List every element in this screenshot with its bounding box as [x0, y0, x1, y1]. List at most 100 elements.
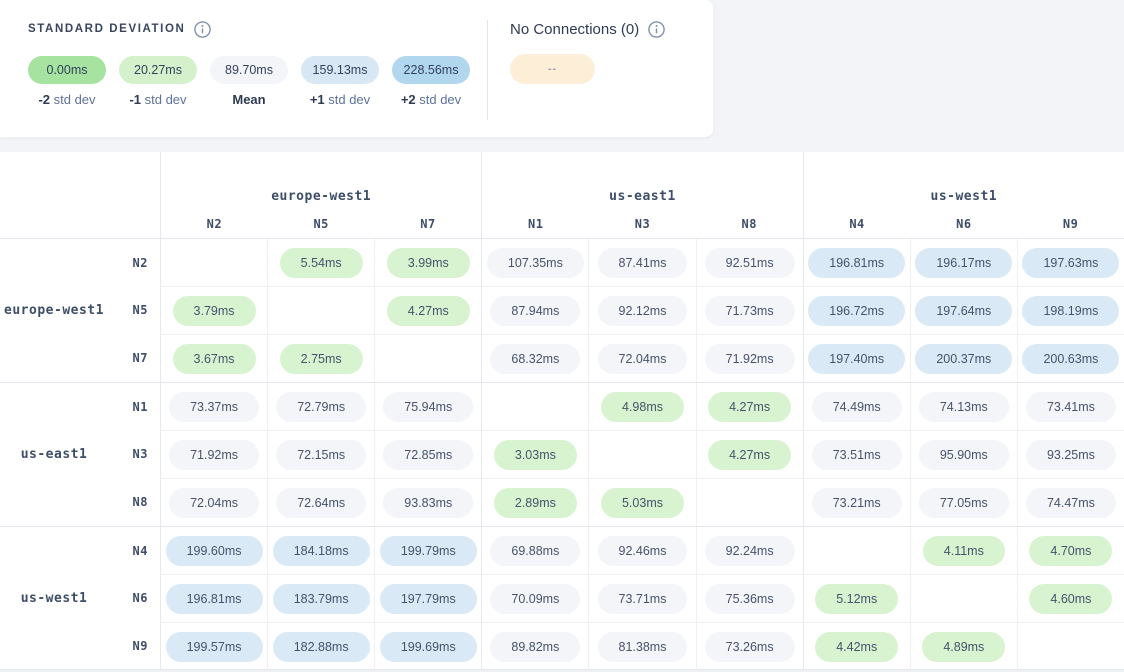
- latency-value-pill[interactable]: 196.17ms: [915, 247, 1013, 278]
- row-group-label: us-west1: [20, 590, 88, 606]
- latency-value-pill[interactable]: 199.60ms: [165, 535, 263, 566]
- latency-value-pill[interactable]: 73.71ms: [597, 583, 688, 614]
- legend-pill: 89.70ms: [210, 56, 288, 84]
- latency-value-pill[interactable]: 77.05ms: [918, 487, 1009, 518]
- latency-cell-N6-N8: 75.36ms: [695, 574, 803, 622]
- latency-value-pill[interactable]: 92.12ms: [597, 295, 688, 326]
- divider: [487, 20, 488, 120]
- latency-cell-N9-N4: 4.42ms: [802, 622, 910, 670]
- latency-value-pill[interactable]: 200.63ms: [1022, 343, 1120, 374]
- latency-value-pill[interactable]: 71.92ms: [169, 439, 260, 470]
- latency-value-pill[interactable]: 4.89ms: [922, 631, 1006, 662]
- latency-value-pill[interactable]: 73.26ms: [704, 631, 795, 662]
- latency-value-pill[interactable]: 87.94ms: [490, 295, 581, 326]
- latency-value-pill[interactable]: 196.72ms: [808, 295, 906, 326]
- info-icon[interactable]: [648, 20, 666, 38]
- row-header-N5: N5: [132, 303, 148, 317]
- latency-value-pill[interactable]: 4.98ms: [600, 391, 684, 422]
- latency-cell-N4-N6: 4.11ms: [909, 527, 1017, 574]
- latency-value-pill[interactable]: 74.13ms: [918, 391, 1009, 422]
- latency-value-pill[interactable]: 4.70ms: [1029, 535, 1113, 566]
- latency-value-pill[interactable]: 89.82ms: [490, 631, 581, 662]
- latency-value-pill[interactable]: 75.36ms: [704, 583, 795, 614]
- latency-value-pill[interactable]: 5.12ms: [815, 583, 899, 614]
- latency-value-pill[interactable]: 87.41ms: [597, 247, 688, 278]
- latency-cell-N2-N6: 196.17ms: [909, 239, 1017, 286]
- latency-value-pill[interactable]: 3.79ms: [172, 295, 256, 326]
- latency-cell-N3-N1: 3.03ms: [481, 430, 589, 478]
- latency-cell-N2-N9: 197.63ms: [1016, 239, 1124, 286]
- latency-value-pill[interactable]: 198.19ms: [1022, 295, 1120, 326]
- latency-value-pill[interactable]: 3.99ms: [386, 247, 470, 278]
- latency-value-pill[interactable]: 4.27ms: [708, 439, 792, 470]
- latency-value-pill[interactable]: 95.90ms: [918, 439, 1009, 470]
- latency-value-pill[interactable]: 2.75ms: [279, 343, 363, 374]
- latency-value-pill[interactable]: 199.69ms: [379, 631, 477, 662]
- column-header-N8: N8: [741, 217, 757, 231]
- row-header: europe-west1 N5: [0, 286, 160, 334]
- latency-cell-N1-N8: 4.27ms: [695, 383, 803, 430]
- latency-value-pill[interactable]: 74.49ms: [811, 391, 902, 422]
- latency-value-pill[interactable]: 4.27ms: [708, 391, 792, 422]
- row-header: N4: [0, 527, 160, 574]
- latency-value-pill[interactable]: 71.92ms: [704, 343, 795, 374]
- latency-value-pill[interactable]: 199.79ms: [379, 535, 477, 566]
- latency-value-pill[interactable]: 197.64ms: [915, 295, 1013, 326]
- latency-cell-N3-N3: [588, 430, 696, 478]
- latency-value-pill[interactable]: 196.81ms: [808, 247, 906, 278]
- latency-value-pill[interactable]: 73.37ms: [169, 391, 260, 422]
- latency-cell-N5-N9: 198.19ms: [1016, 286, 1124, 334]
- latency-cell-N3-N8: 4.27ms: [695, 430, 803, 478]
- latency-value-pill[interactable]: 72.15ms: [276, 439, 367, 470]
- latency-value-pill[interactable]: 72.04ms: [169, 487, 260, 518]
- latency-value-pill[interactable]: 184.18ms: [272, 535, 370, 566]
- latency-value-pill[interactable]: 182.88ms: [272, 631, 370, 662]
- latency-value-pill[interactable]: 73.41ms: [1025, 391, 1116, 422]
- column-header-N5: N5: [313, 217, 329, 231]
- latency-value-pill[interactable]: 197.63ms: [1022, 247, 1120, 278]
- latency-cell-N5-N2: 3.79ms: [160, 286, 268, 334]
- latency-value-pill[interactable]: 199.57ms: [165, 631, 263, 662]
- latency-value-pill[interactable]: 72.64ms: [276, 487, 367, 518]
- latency-value-pill[interactable]: 4.11ms: [922, 535, 1005, 566]
- latency-value-pill[interactable]: 197.79ms: [379, 583, 477, 614]
- latency-value-pill[interactable]: 5.03ms: [600, 487, 684, 518]
- latency-value-pill[interactable]: 107.35ms: [486, 247, 584, 278]
- latency-value-pill[interactable]: 72.85ms: [383, 439, 474, 470]
- latency-value-pill[interactable]: 92.24ms: [704, 535, 795, 566]
- latency-value-pill[interactable]: 73.51ms: [811, 439, 902, 470]
- latency-value-pill[interactable]: 3.03ms: [493, 439, 577, 470]
- latency-value-pill[interactable]: 4.60ms: [1029, 583, 1113, 614]
- latency-value-pill[interactable]: 71.73ms: [704, 295, 795, 326]
- latency-value-pill[interactable]: 74.47ms: [1025, 487, 1116, 518]
- row-header: N8: [0, 478, 160, 526]
- info-icon[interactable]: [194, 20, 212, 38]
- column-group-label: us-west1: [930, 189, 998, 204]
- latency-value-pill[interactable]: 70.09ms: [490, 583, 581, 614]
- latency-value-pill[interactable]: 2.89ms: [493, 487, 577, 518]
- latency-value-pill[interactable]: 5.54ms: [279, 247, 363, 278]
- latency-value-pill[interactable]: 73.21ms: [811, 487, 902, 518]
- latency-value-pill[interactable]: 92.46ms: [597, 535, 688, 566]
- latency-value-pill[interactable]: 68.32ms: [490, 343, 581, 374]
- latency-value-pill[interactable]: 93.83ms: [383, 487, 474, 518]
- latency-cell-N6-N3: 73.71ms: [588, 574, 696, 622]
- latency-value-pill[interactable]: 197.40ms: [808, 343, 906, 374]
- latency-value-pill[interactable]: 4.42ms: [815, 631, 899, 662]
- matrix-corner-spacer: [0, 152, 160, 238]
- latency-cell-N7-N4: 197.40ms: [802, 334, 910, 382]
- latency-value-pill[interactable]: 200.37ms: [915, 343, 1013, 374]
- latency-cell-N5-N7: 4.27ms: [374, 286, 482, 334]
- latency-value-pill[interactable]: 72.79ms: [276, 391, 367, 422]
- latency-value-pill[interactable]: 4.27ms: [386, 295, 470, 326]
- latency-value-pill[interactable]: 3.67ms: [172, 343, 256, 374]
- latency-value-pill[interactable]: 92.51ms: [704, 247, 795, 278]
- latency-value-pill[interactable]: 183.79ms: [272, 583, 370, 614]
- latency-value-pill[interactable]: 93.25ms: [1025, 439, 1116, 470]
- latency-value-pill[interactable]: 72.04ms: [597, 343, 688, 374]
- latency-value-pill[interactable]: 69.88ms: [490, 535, 581, 566]
- latency-value-pill[interactable]: 196.81ms: [165, 583, 263, 614]
- table-row-N3: us-east1 N3 71.92ms 72.15ms 72.85ms 3.03ms 4.2…: [0, 430, 1124, 478]
- latency-value-pill[interactable]: 81.38ms: [597, 631, 688, 662]
- latency-value-pill[interactable]: 75.94ms: [383, 391, 474, 422]
